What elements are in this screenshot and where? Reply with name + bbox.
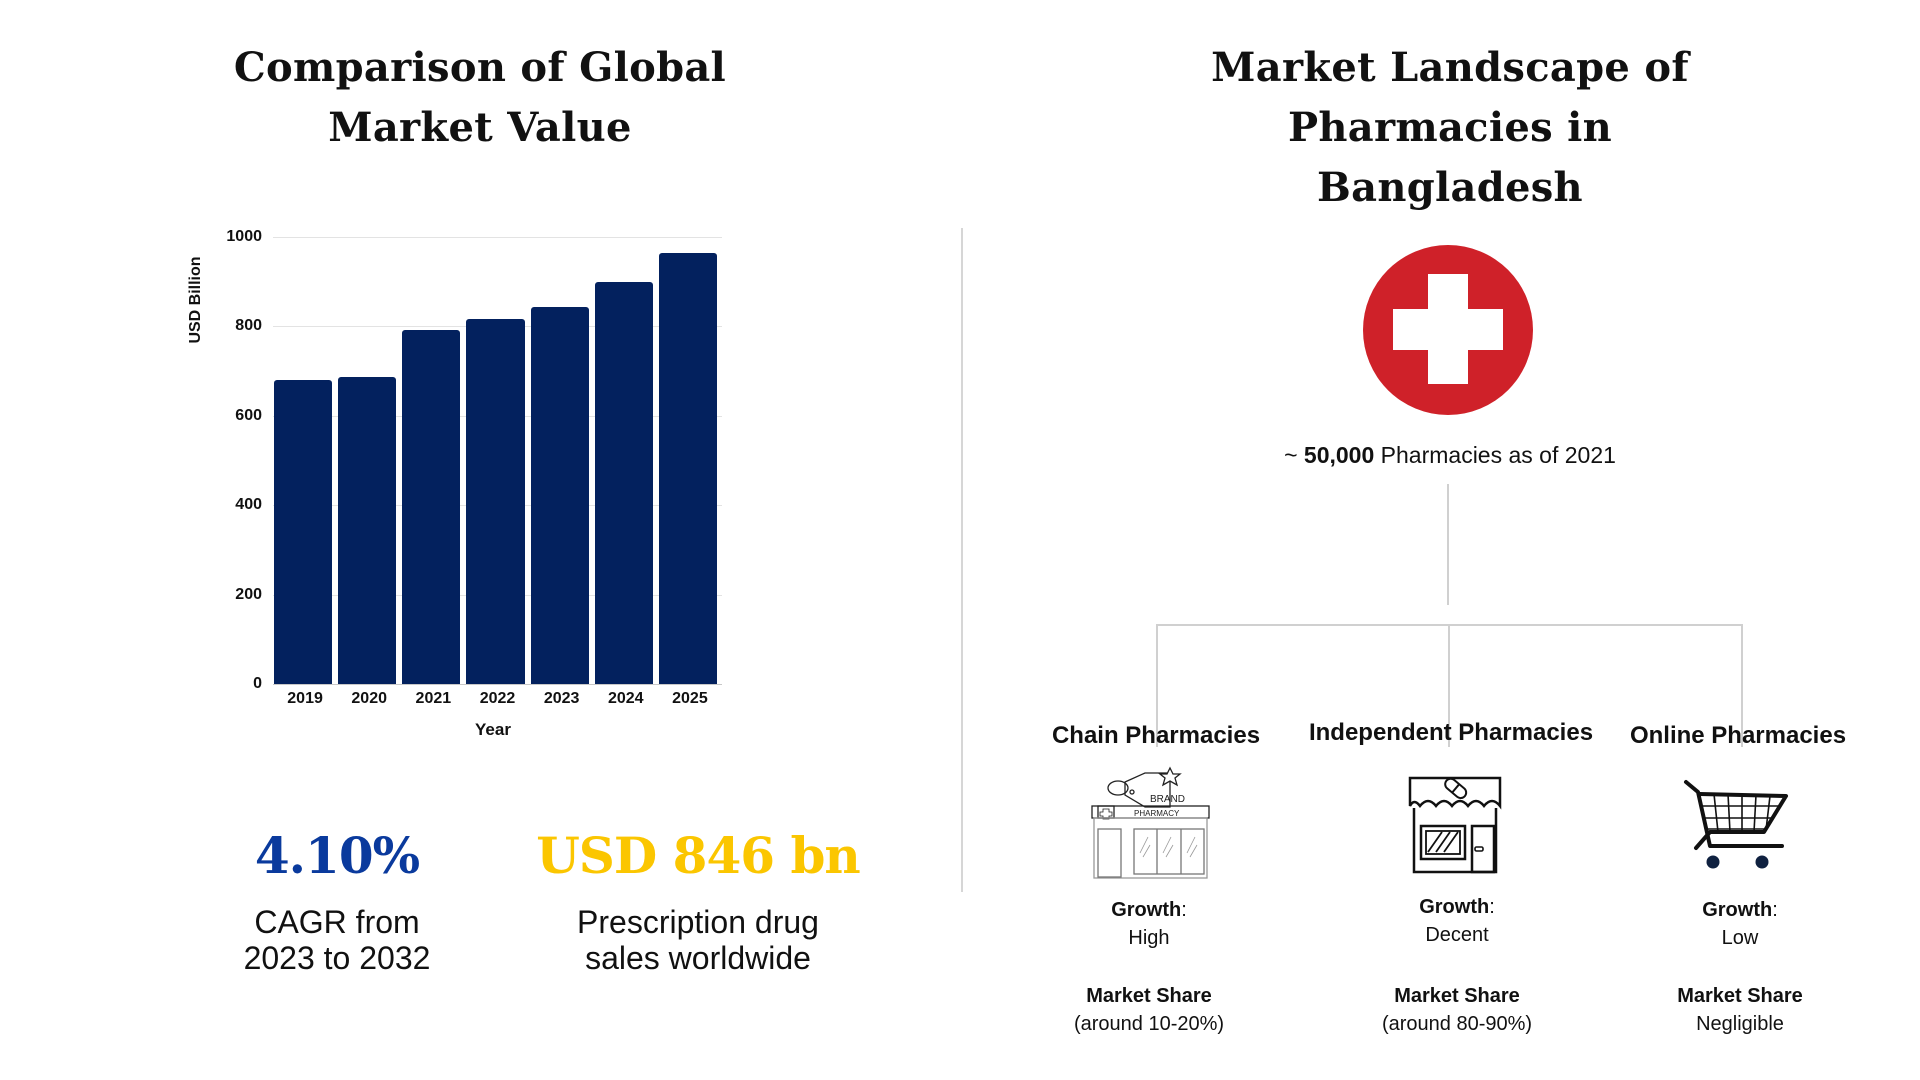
red-cross-icon <box>1363 245 1533 415</box>
cagr-desc-line2: 2023 to 2032 <box>243 940 431 976</box>
tree-connector-middle <box>1448 624 1450 747</box>
bar-2024 <box>594 282 653 684</box>
chain-info: Growth: High Market Share (around 10-20%… <box>1009 896 1289 1038</box>
right-panel-title: Market Landscape of Pharmacies in Bangla… <box>1150 38 1750 218</box>
sales-desc-line2: sales worldwide <box>585 940 811 976</box>
market-share-value: Negligible <box>1696 1013 1784 1035</box>
bar-2020 <box>338 376 397 684</box>
svg-text:BRAND: BRAND <box>1150 794 1185 805</box>
x-tick-label: 2025 <box>672 690 708 707</box>
cagr-desc-line1: CAGR from <box>254 904 420 940</box>
bar-2023 <box>530 306 589 684</box>
bar-2022 <box>466 319 525 684</box>
independent-pharmacy-store-icon <box>1408 776 1502 874</box>
market-share-label: Market Share <box>1086 985 1212 1007</box>
right-title-line2: Pharmacies in Bangladesh <box>1287 104 1613 211</box>
y-tick-label: 600 <box>235 406 262 424</box>
tree-connector-right <box>1741 624 1743 747</box>
category-title-online: Online Pharmacies <box>1629 722 1847 749</box>
x-tick-label: 2020 <box>351 690 387 707</box>
x-tick-label: 2019 <box>287 690 323 707</box>
market-share-label: Market Share <box>1394 985 1520 1007</box>
x-tick-label: 2024 <box>607 690 644 707</box>
count-prefix: ~ <box>1284 442 1304 468</box>
cagr-description: CAGR from 2023 to 2032 <box>187 904 487 976</box>
panel-divider <box>961 228 963 892</box>
sales-desc-line1: Prescription drug <box>577 904 819 940</box>
bar-2019 <box>274 380 333 684</box>
x-tick-label: 2023 <box>543 690 580 707</box>
tree-connector-left <box>1156 624 1158 747</box>
growth-value: Decent <box>1425 924 1489 946</box>
growth-label: Growth <box>1702 899 1773 921</box>
gridline <box>273 237 722 238</box>
category-title-independent: Independent Pharmacies <box>1308 719 1594 746</box>
svg-text:PHARMACY: PHARMACY <box>1134 809 1180 818</box>
tree-connector-root <box>1447 484 1449 605</box>
growth-value: Low <box>1721 927 1759 949</box>
independent-info: Growth: Decent Market Share (around 80-9… <box>1317 893 1597 1038</box>
growth-value: High <box>1128 927 1170 949</box>
cagr-value: 4.10% <box>254 826 420 885</box>
left-title-line1: Comparison of Global <box>233 44 727 91</box>
growth-label: Growth <box>1111 899 1182 921</box>
y-tick-label: 800 <box>235 317 262 335</box>
y-tick-label: 400 <box>235 496 262 514</box>
y-tick-label: 1000 <box>226 228 262 245</box>
category-title-chain: Chain Pharmacies <box>1051 722 1261 749</box>
y-tick-label: 0 <box>253 675 262 692</box>
pharmacy-count-text: ~ 50,000 Pharmacies as of 2021 <box>1150 442 1750 469</box>
x-tick-label: 2021 <box>415 690 452 707</box>
market-share-value: (around 80-90%) <box>1381 1013 1533 1035</box>
left-title-line2: Market Value <box>328 104 632 151</box>
shopping-cart-icon <box>1684 780 1788 869</box>
y-tick-label: 200 <box>235 585 262 603</box>
x-axis-label: Year <box>475 720 511 739</box>
x-tick-label: 2022 <box>479 690 516 707</box>
chain-pharmacy-store-icon: BRAND PHARMACY <box>1091 766 1210 879</box>
right-title-line1: Market Landscape of <box>1211 44 1689 91</box>
online-info: Growth: Low Market Share Negligible <box>1600 896 1880 1038</box>
left-panel-title: Comparison of Global Market Value <box>180 38 780 158</box>
growth-label: Growth <box>1419 896 1490 918</box>
bar-2025 <box>658 252 717 684</box>
prescription-sales-value: USD 846 bn <box>536 826 861 885</box>
count-value: 50,000 <box>1303 442 1375 468</box>
count-suffix: Pharmacies as of 2021 <box>1374 442 1616 468</box>
x-axis-line <box>273 684 722 685</box>
prescription-sales-description: Prescription drug sales worldwide <box>548 904 848 976</box>
y-axis-label: USD Billion <box>187 256 204 344</box>
market-share-value: (around 10-20%) <box>1073 1013 1225 1035</box>
bar-2021 <box>402 329 461 684</box>
market-share-label: Market Share <box>1677 985 1803 1007</box>
